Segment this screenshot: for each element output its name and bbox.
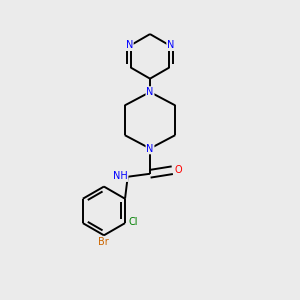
Text: N: N [146, 87, 154, 97]
Text: N: N [125, 40, 133, 50]
Text: N: N [167, 40, 175, 50]
Text: O: O [174, 165, 182, 175]
Text: N: N [146, 143, 154, 154]
Text: Br: Br [98, 237, 109, 247]
Text: Cl: Cl [129, 217, 138, 226]
Text: NH: NH [113, 171, 128, 181]
